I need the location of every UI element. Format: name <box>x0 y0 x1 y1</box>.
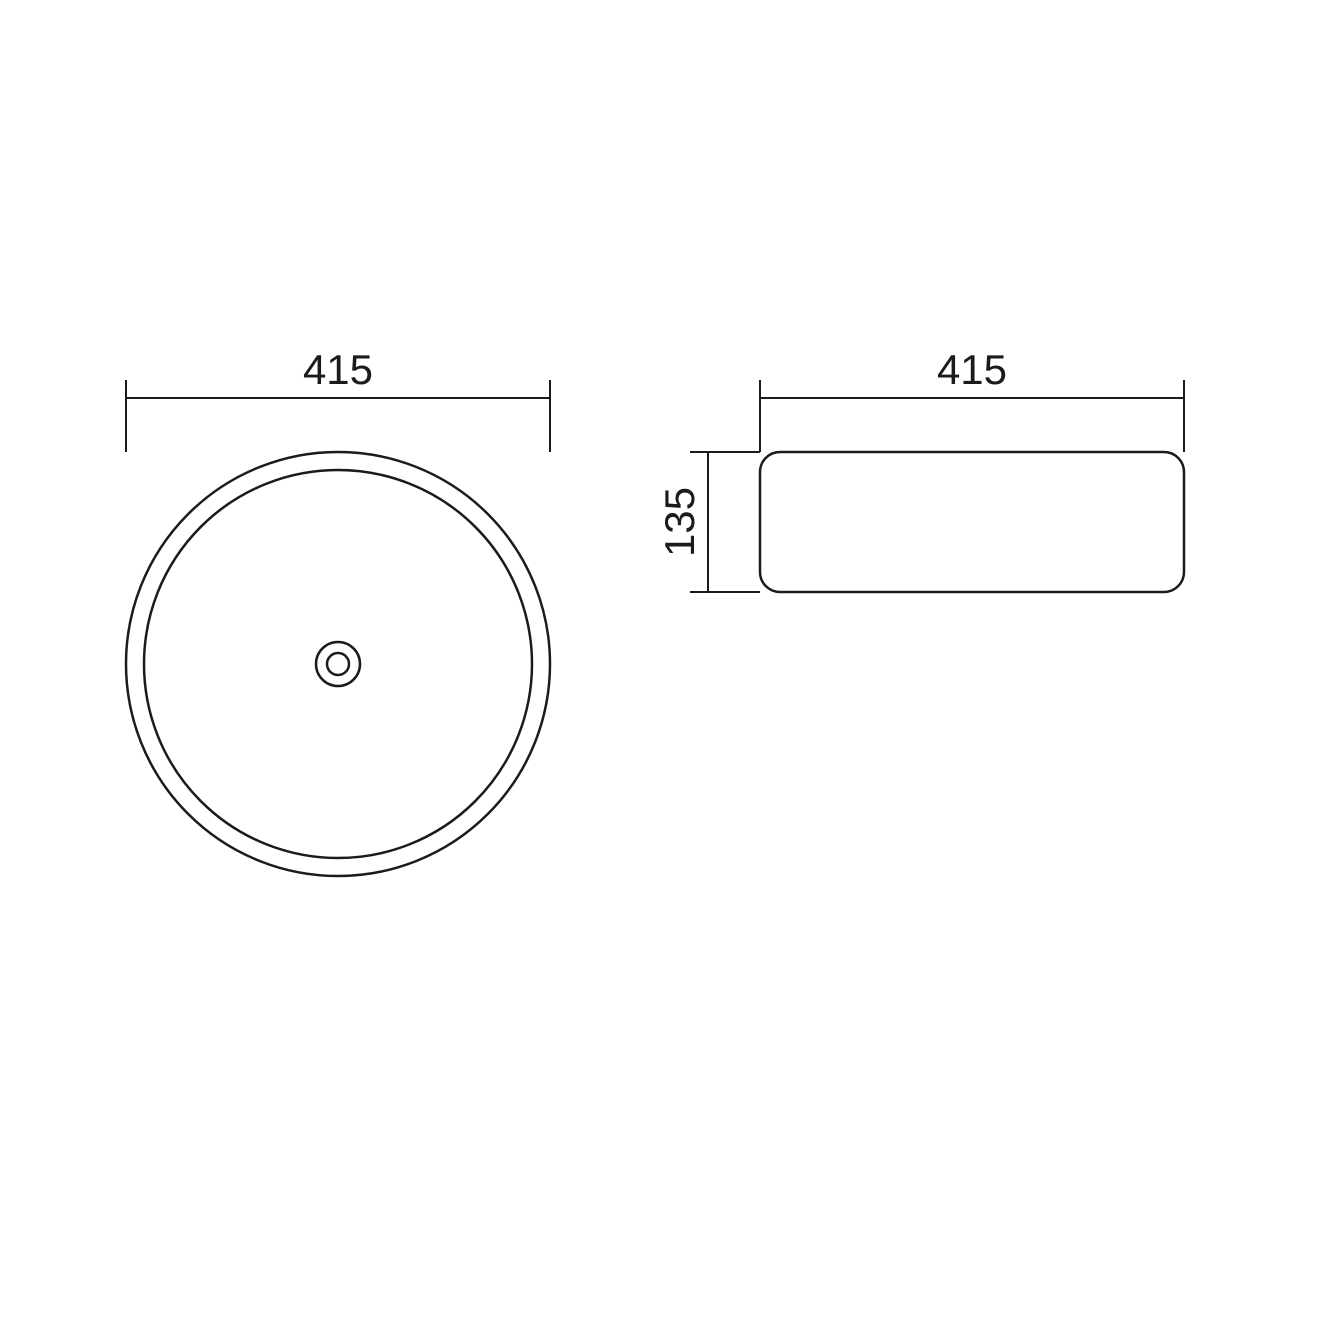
basin-inner-circle <box>144 470 532 858</box>
basin-side-rect <box>760 452 1184 592</box>
drain-inner-circle <box>327 653 349 675</box>
side-view: 415 135 <box>656 346 1184 592</box>
dim-side-width: 415 <box>760 346 1184 452</box>
dim-top-width-label: 415 <box>303 346 373 393</box>
dim-top-width: 415 <box>126 346 550 452</box>
basin-outer-circle <box>126 452 550 876</box>
drain-outer-circle <box>316 642 360 686</box>
dim-side-height: 135 <box>656 452 760 592</box>
dim-side-width-label: 415 <box>937 346 1007 393</box>
top-view: 415 <box>126 346 550 876</box>
dim-side-height-label: 135 <box>656 487 703 557</box>
technical-drawing: 415 415 135 <box>0 0 1328 1328</box>
